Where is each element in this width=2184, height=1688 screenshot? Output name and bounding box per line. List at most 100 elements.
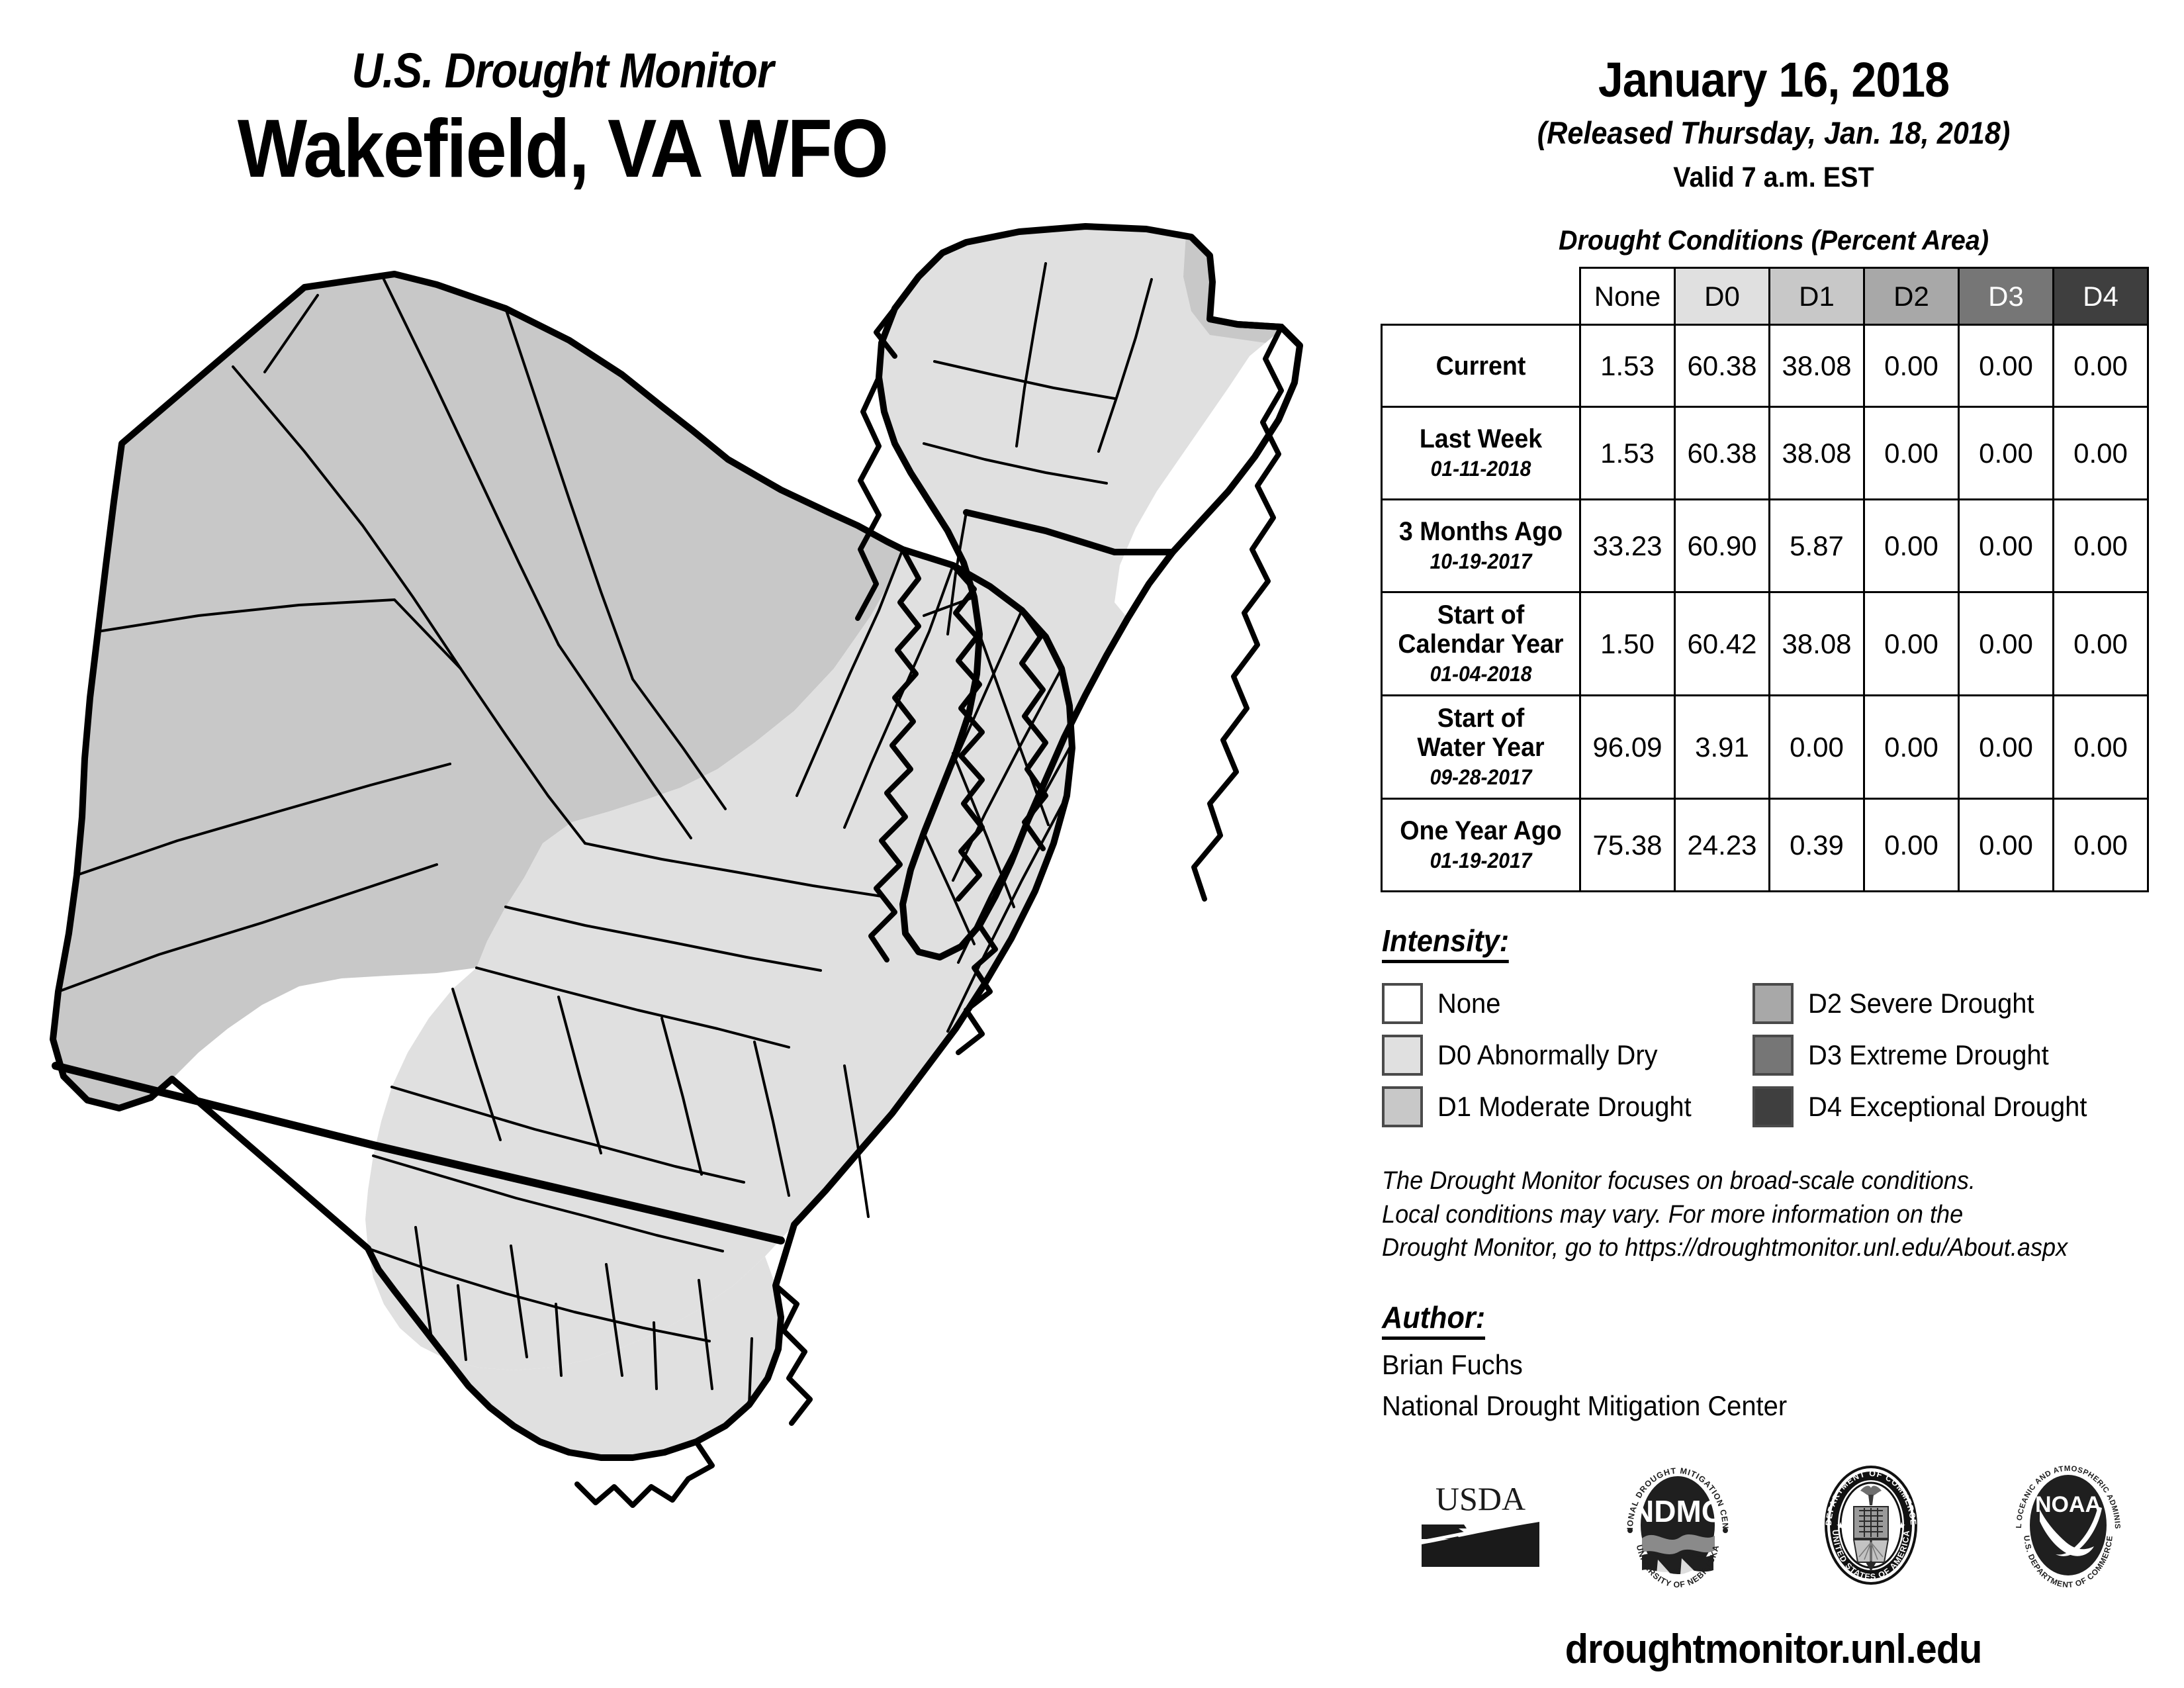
swatch-d4-icon xyxy=(1752,1086,1794,1127)
cell-one-year-d3: 0.00 xyxy=(1958,798,2054,892)
cell-current-d2: 0.00 xyxy=(1863,324,1960,408)
cell-last-week-d0: 60.38 xyxy=(1674,406,1770,500)
table-row-start-water-year: Start of Water Year 09-28-2017 96.09 3.91… xyxy=(1381,694,2149,800)
cell-water-year-d1: 0.00 xyxy=(1768,694,1865,800)
legend-label-d3: D3 Extreme Drought xyxy=(1808,1039,2049,1070)
wfo-boundary-mainland xyxy=(50,271,1075,1461)
author-name: Brian Fuchs xyxy=(1382,1348,1523,1380)
cell-calendar-year-d0: 60.42 xyxy=(1674,591,1770,696)
cell-one-year-d1: 0.39 xyxy=(1768,798,1865,892)
table-row-start-calendar-year: Start of Calendar Year 01-04-2018 1.50 60… xyxy=(1381,591,2149,696)
cell-3-months-none: 33.23 xyxy=(1579,498,1676,593)
column-header-d0: D0 xyxy=(1674,267,1770,326)
region-title: Wakefield, VA WFO xyxy=(237,103,889,195)
legend-label-d4: D4 Exceptional Drought xyxy=(1808,1091,2087,1122)
cell-calendar-year-d3: 0.00 xyxy=(1958,591,2054,696)
svg-text:★: ★ xyxy=(1897,1521,1906,1532)
valid-date: January 16, 2018 xyxy=(1598,52,1950,107)
row-label-last-week: Last Week 01-11-2018 xyxy=(1381,406,1581,500)
swatch-none-icon xyxy=(1382,983,1423,1024)
table-row-one-year-ago: One Year Ago 01-19-2017 75.38 24.23 0.39… xyxy=(1381,798,2149,892)
row-label-start-water-year: Start of Water Year 09-28-2017 xyxy=(1381,694,1581,800)
row-label-date: 01-04-2018 xyxy=(1430,662,1532,686)
author-organization: National Drought Mitigation Center xyxy=(1382,1389,1788,1421)
title-block: U.S. Drought Monitor Wakefield, VA WFO xyxy=(0,43,1125,195)
row-label-text: Start of Water Year xyxy=(1417,704,1545,763)
cell-water-year-d4: 0.00 xyxy=(2052,694,2149,800)
table-row-last-week: Last Week 01-11-2018 1.53 60.38 38.08 0.… xyxy=(1381,406,2149,500)
disclaimer-text: The Drought Monitor focuses on broad-sca… xyxy=(1382,1164,2169,1265)
drought-map[interactable] xyxy=(40,218,1337,1642)
cell-last-week-d1: 38.08 xyxy=(1768,406,1865,500)
column-header-d4: D4 xyxy=(2052,267,2149,326)
cell-water-year-d2: 0.00 xyxy=(1863,694,1960,800)
disclaimer-line-2: Local conditions may vary. For more info… xyxy=(1382,1200,1964,1229)
row-label-text: One Year Ago xyxy=(1400,816,1562,846)
row-label-3-months-ago: 3 Months Ago 10-19-2017 xyxy=(1381,498,1581,593)
swatch-d1-icon xyxy=(1382,1086,1423,1127)
noaa-logo: NOAA NATIONAL OCEANIC AND ATMOSPHERIC AD… xyxy=(2002,1453,2131,1595)
cell-one-year-none: 75.38 xyxy=(1579,798,1676,892)
row-label-text: 3 Months Ago xyxy=(1398,517,1563,547)
date-block: January 16, 2018 (Released Thursday, Jan… xyxy=(1363,0,2184,194)
table-row-3-months-ago: 3 Months Ago 10-19-2017 33.23 60.90 5.87… xyxy=(1381,498,2149,593)
swatch-d0-icon xyxy=(1382,1035,1423,1076)
program-title: U.S. Drought Monitor xyxy=(351,43,774,98)
none-region-atlantic-coast xyxy=(1115,330,1300,618)
department-of-commerce-seal: ★ ★ DEPARTMENT OF COMMERCE UNITED STATES… xyxy=(1811,1459,1931,1595)
agency-logos: USDA NDMC NAT xyxy=(1381,1451,2168,1603)
delmarva-state-border xyxy=(1206,316,1303,349)
column-header-d1: D1 xyxy=(1768,267,1865,326)
d1-region-west xyxy=(53,274,903,1108)
usda-wordmark: USDA xyxy=(1435,1480,1525,1517)
row-label-date: 01-11-2018 xyxy=(1430,457,1531,481)
table-row-current: Current 1.53 60.38 38.08 0.00 0.00 0.00 xyxy=(1381,324,2149,408)
author-block: Author: Brian Fuchs National Drought Mit… xyxy=(1382,1299,2184,1422)
column-header-none: None xyxy=(1579,267,1676,326)
disclaimer-line-1: The Drought Monitor focuses on broad-sca… xyxy=(1382,1167,1976,1195)
row-label-current: Current xyxy=(1381,324,1581,408)
intensity-title: Intensity: xyxy=(1382,923,1510,963)
legend-item-d2: D2 Severe Drought xyxy=(1752,978,2163,1029)
state-border-line xyxy=(52,1062,785,1244)
table-header-row: None D0 D1 D2 D3 D4 xyxy=(1382,267,2149,326)
swatch-d3-icon xyxy=(1752,1035,1794,1076)
row-label-one-year-ago: One Year Ago 01-19-2017 xyxy=(1381,798,1581,892)
cell-water-year-none: 96.09 xyxy=(1579,694,1676,800)
info-panel: January 16, 2018 (Released Thursday, Jan… xyxy=(1363,0,2184,1688)
legend-label-d2: D2 Severe Drought xyxy=(1808,988,2034,1019)
legend-item-d4: D4 Exceptional Drought xyxy=(1752,1081,2163,1133)
ndmc-wordmark: NDMC xyxy=(1632,1494,1723,1528)
noaa-wordmark: NOAA xyxy=(2035,1492,2101,1517)
drought-map-svg xyxy=(50,223,1303,1508)
valid-time: Valid 7 a.m. EST xyxy=(1673,162,1874,193)
row-label-start-calendar-year: Start of Calendar Year 01-04-2018 xyxy=(1381,591,1581,696)
cell-3-months-d2: 0.00 xyxy=(1863,498,1960,593)
row-label-text: Current xyxy=(1435,351,1526,381)
d0-region-south xyxy=(368,1248,781,1458)
map-panel: U.S. Drought Monitor Wakefield, VA WFO xyxy=(0,43,1337,1642)
legend-label-d0: D0 Abnormally Dry xyxy=(1437,1039,1658,1070)
usda-logo: USDA xyxy=(1418,1476,1543,1578)
cell-current-d4: 0.00 xyxy=(2052,324,2149,408)
legend-label-d1: D1 Moderate Drought xyxy=(1437,1091,1692,1122)
cell-last-week-none: 1.53 xyxy=(1579,406,1676,500)
column-header-d2: D2 xyxy=(1863,267,1960,326)
cell-one-year-d0: 24.23 xyxy=(1674,798,1770,892)
cell-3-months-d4: 0.00 xyxy=(2052,498,2149,593)
cell-one-year-d2: 0.00 xyxy=(1863,798,1960,892)
author-title: Author: xyxy=(1382,1299,1486,1340)
cell-calendar-year-none: 1.50 xyxy=(1579,591,1676,696)
intensity-legend: Intensity: None D2 Severe Drought D0 Abn… xyxy=(1382,923,2163,1133)
cell-3-months-d0: 60.90 xyxy=(1674,498,1770,593)
row-label-text: Last Week xyxy=(1419,424,1543,454)
ndmc-logo: NDMC NATIONAL DROUGHT MITIGATION CENTER … xyxy=(1615,1452,1737,1595)
row-label-text: Start of Calendar Year xyxy=(1398,600,1564,659)
release-date: (Released Thursday, Jan. 18, 2018) xyxy=(1537,115,2011,150)
swatch-d2-icon xyxy=(1752,983,1794,1024)
legend-item-none: None xyxy=(1382,978,1752,1029)
site-url[interactable]: droughtmonitor.unl.edu xyxy=(1363,1626,2184,1673)
legend-item-d1: D1 Moderate Drought xyxy=(1382,1081,1752,1133)
row-label-date: 01-19-2017 xyxy=(1430,849,1532,873)
county-boundaries xyxy=(57,262,1153,1406)
